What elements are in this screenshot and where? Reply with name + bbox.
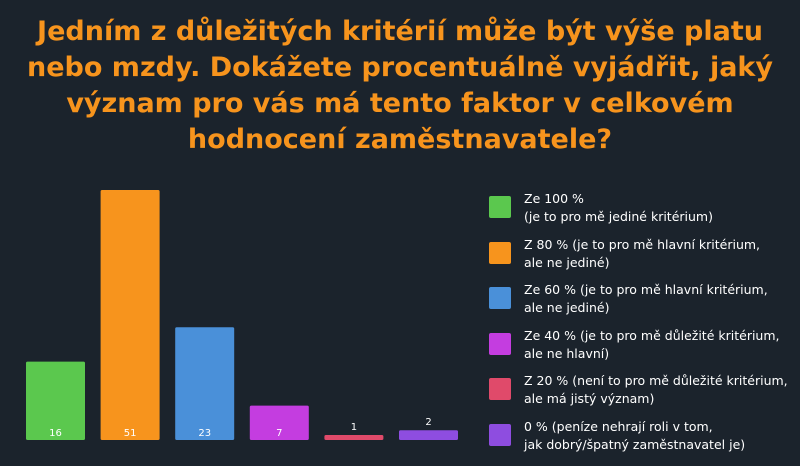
bar-value-label-5: 1	[351, 422, 357, 433]
legend-swatch-3	[489, 287, 511, 309]
bar-value-label-4: 7	[276, 428, 282, 439]
chart-title: Jedním z důležitých kritérií může být vý…	[27, 16, 773, 155]
legend-label-1: Ze 100 % (je to pro mě jediné kritérium)	[524, 191, 713, 224]
legend-label-2: Z 80 % (je to pro mě hlavní kritérium, a…	[524, 236, 761, 270]
legend-swatch-1	[489, 196, 511, 218]
legend-swatch-4	[489, 332, 511, 355]
legend-item-6: 0 % (peníze nehrají roli v tom, jak dobr…	[487, 418, 797, 460]
legend-label-5: Z 20 % (není to pro mě důležité kritériu…	[524, 373, 788, 406]
bar-4	[249, 405, 309, 440]
bar-5	[324, 435, 384, 440]
legend-item-5: Z 20 % (není to pro mě důležité kritériu…	[487, 372, 797, 414]
bar-value-label-6: 2	[425, 417, 431, 428]
legend-swatch-5	[489, 378, 511, 400]
bar-6	[399, 430, 458, 440]
legend-label-3: Ze 60 % (je to pro mě hlavní kritérium, …	[524, 282, 768, 315]
legend-item-3: Ze 60 % (je to pro mě hlavní kritérium, …	[487, 281, 797, 323]
legend-label-4: Ze 40 % (je to pro mě důležité kritérium…	[524, 327, 780, 361]
bar-value-label-1: 16	[49, 428, 62, 439]
legend-swatch-2	[489, 241, 511, 264]
bar-2	[100, 190, 160, 440]
bar-value-label-2: 51	[124, 428, 137, 439]
legend-item-2: Z 80 % (je to pro mě hlavní kritérium, a…	[487, 236, 797, 278]
bar-chart: 16 51 23 7 1 2	[26, 190, 458, 440]
bar-1	[26, 361, 85, 440]
legend-label-6: 0 % (peníze nehrají roli v tom, jak dobr…	[524, 418, 746, 452]
bar-3	[175, 327, 235, 440]
legend-item-4: Ze 40 % (je to pro mě důležité kritérium…	[487, 327, 797, 369]
legend: Ze 100 % (je to pro mě jediné kritérium)…	[487, 190, 797, 463]
bar-value-label-3: 23	[198, 428, 211, 439]
legend-item-1: Ze 100 % (je to pro mě jediné kritérium)	[487, 190, 797, 232]
legend-swatch-6	[489, 423, 511, 446]
